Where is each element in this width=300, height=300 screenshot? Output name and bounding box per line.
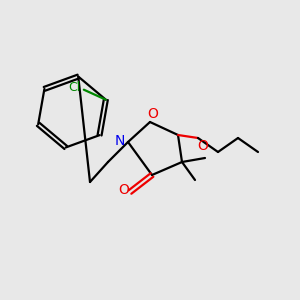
Text: O: O	[118, 183, 129, 197]
Text: O: O	[198, 139, 208, 153]
Text: Cl: Cl	[69, 81, 81, 94]
Text: O: O	[148, 107, 158, 121]
Text: N: N	[115, 134, 125, 148]
